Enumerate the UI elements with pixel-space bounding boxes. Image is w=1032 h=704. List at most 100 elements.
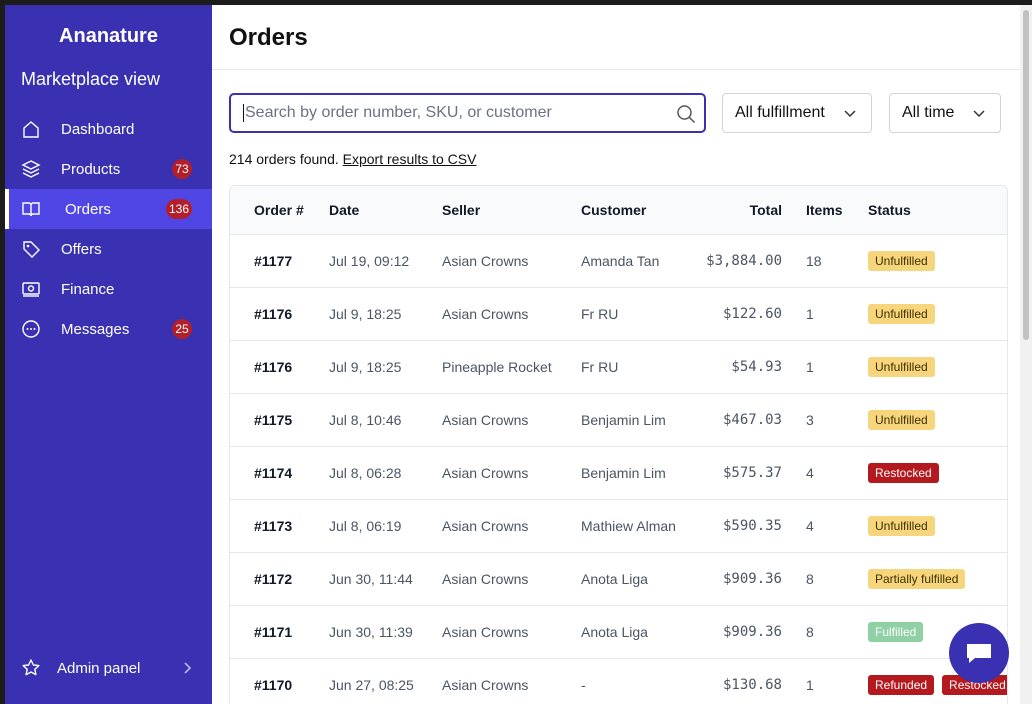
seller: Asian Crowns [442,571,529,587]
seller: Asian Crowns [442,253,529,269]
admin-panel-label: Admin panel [57,659,141,677]
column-header: Total [749,202,782,218]
status-cell: Fulfilled [868,622,931,642]
nav-icon [22,320,40,338]
seller: Asian Crowns [442,518,529,534]
chat-button[interactable] [949,623,1009,683]
customer: Anota Liga [581,624,648,640]
status-cell: Unfulfilled [868,304,943,324]
order-number: #1173 [254,518,293,534]
seller: Pineapple Rocket [442,359,552,375]
chat-icon [967,644,991,663]
nav-badge: 25 [172,319,192,339]
order-number: #1176 [254,359,293,375]
order-total: $590.35 [722,518,782,534]
search-input[interactable]: Search by order number, SKU, or customer [229,93,706,133]
view-title: Marketplace view [21,69,161,89]
status-cell: Restocked [868,463,947,483]
nav-label: Offers [61,240,102,258]
page-title: Orders [229,24,308,51]
nav-label: Finance [61,280,115,298]
active-indicator [5,189,9,229]
nav-label: Dashboard [61,120,135,138]
item-count: 18 [806,253,822,269]
nav-item[interactable]: Offers [5,229,212,269]
customer: Anota Liga [581,571,648,587]
seller: Asian Crowns [442,624,529,640]
item-count: 8 [806,571,814,587]
orders-table: Order # Date Seller Customer Total Items Statu… [229,185,1008,704]
nav-label: Products [61,160,121,178]
customer: Fr RU [581,306,619,322]
filter-select[interactable]: All fulfillment [722,93,872,133]
row-divider [230,552,1007,553]
nav-icon [22,202,40,217]
seller: Asian Crowns [442,465,529,481]
item-count: 4 [806,518,814,534]
row-divider [230,287,1007,288]
item-count: 1 [806,677,814,693]
customer: - [581,677,586,693]
order-date: Jul 8, 06:19 [329,518,402,534]
item-count: 1 [806,306,814,322]
summary: 214 orders found. Export results to CSV [229,151,476,167]
status-cell: Partially fulfilled [868,569,973,589]
column-header: Seller [442,202,481,218]
nav-icon [23,121,39,138]
scrollbar-thumb[interactable] [1023,10,1029,340]
filter-label: All time [902,104,955,121]
item-count: 3 [806,412,814,428]
chevron-icon [844,110,856,118]
customer: Mathiew Alman [581,518,676,534]
row-divider [230,658,1007,659]
order-number: #1172 [254,571,293,587]
row-divider [230,605,1007,606]
brand: Ananature [59,25,158,47]
status-badge: Unfulfilled [868,516,935,536]
status-cell: Unfulfilled [868,516,943,536]
customer: Benjamin Lim [581,412,666,428]
item-count: 4 [806,465,814,481]
order-total: $3,884.00 [706,253,782,269]
export-link[interactable]: Export results to CSV [342,151,477,167]
nav-item[interactable]: Orders 136 [5,189,212,229]
column-header: Order # [254,202,304,218]
order-date: Jul 9, 18:25 [329,359,402,375]
status-badge: Restocked [868,463,939,483]
customer: Amanda Tan [581,253,660,269]
nav-item[interactable]: Finance [5,269,212,309]
nav-item[interactable]: Products 73 [5,149,212,189]
row-divider [230,393,1007,394]
status-cell: Unfulfilled [868,410,943,430]
status-cell: Unfulfilled [868,357,943,377]
order-total: $467.03 [722,412,782,428]
admin-panel-link[interactable]: Admin panel [5,648,212,688]
order-total: $130.68 [722,677,782,693]
search-icon [677,105,696,124]
column-header: Items [806,202,843,218]
order-date: Jun 30, 11:39 [329,624,413,640]
nav-badge: 136 [165,199,192,219]
order-date: Jul 19, 09:12 [329,253,410,269]
status-badge: Unfulfilled [868,357,935,377]
order-date: Jul 9, 18:25 [329,306,402,322]
nav-item[interactable]: Messages 25 [5,309,212,349]
seller: Asian Crowns [442,306,529,322]
filter-select[interactable]: All time [889,93,1001,133]
nav-icon [22,282,40,297]
search-placeholder: Search by order number, SKU, or customer [243,104,552,122]
nav-icon [23,241,40,258]
customer: Fr RU [581,359,619,375]
sidebar: Ananature Marketplace view Dashboard Prod… [5,5,212,704]
result-count: 214 orders found. [229,151,339,167]
filter-label: All fulfillment [735,104,825,121]
nav-item[interactable]: Dashboard [5,109,212,149]
order-total: $909.36 [722,571,782,587]
status-badge: Unfulfilled [868,410,935,430]
nav-icon [21,160,41,178]
chevron-icon [973,110,985,118]
order-total: $122.60 [722,306,782,322]
order-total: $909.36 [722,624,782,640]
customer: Benjamin Lim [581,465,666,481]
